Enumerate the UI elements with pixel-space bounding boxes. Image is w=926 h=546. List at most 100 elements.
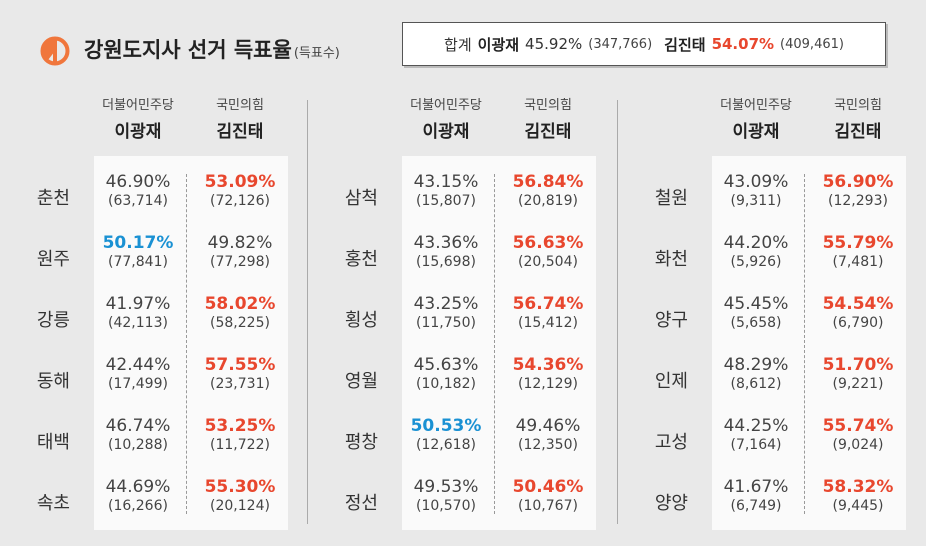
result-row: 양구 45.45% (5,658) 54.54% (6,790)	[618, 286, 918, 346]
city-name: 철원	[654, 188, 688, 209]
vote-count: (77,298)	[210, 254, 270, 270]
vote-count: (9,024)	[832, 437, 884, 453]
vote-count: (9,445)	[832, 498, 884, 514]
result-row: 태백 46.74% (10,288) 53.25% (11,722)	[0, 408, 300, 468]
vote-percentage: 55.79%	[822, 233, 894, 253]
vote-count: (15,412)	[518, 315, 578, 331]
vote-count: (10,767)	[518, 498, 578, 514]
candidate2-result: 49.82% (77,298)	[190, 233, 290, 270]
city-name: 삼척	[344, 188, 378, 209]
summary-label: 합계	[444, 35, 472, 54]
candidate2-result: 54.54% (6,790)	[808, 294, 908, 331]
vote-percentage: 50.46%	[512, 477, 584, 497]
candidate1-result: 41.97% (42,113)	[88, 294, 188, 331]
result-row: 양양 41.67% (6,749) 58.32% (9,445)	[618, 469, 918, 529]
candidate1-result: 45.45% (5,658)	[706, 294, 806, 331]
candidate1-result: 43.36% (15,698)	[396, 233, 496, 270]
vote-percentage: 56.63%	[512, 233, 584, 253]
city-name: 태백	[36, 432, 70, 453]
vote-percentage: 57.55%	[204, 355, 276, 375]
candidate2-result: 55.30% (20,124)	[190, 477, 290, 514]
vote-percentage: 44.25%	[723, 416, 789, 436]
candidate2-result: 57.55% (23,731)	[190, 355, 290, 392]
city-name: 원주	[36, 249, 70, 270]
vote-count: (12,293)	[828, 193, 888, 209]
vote-percentage: 44.69%	[105, 477, 171, 497]
vote-count: (20,819)	[518, 193, 578, 209]
party-name: 국민의힘	[216, 98, 264, 113]
city-name: 홍천	[344, 249, 378, 270]
summary-candidate1-pct: 45.92%	[525, 35, 583, 53]
vote-count: (77,841)	[108, 254, 168, 270]
vote-percentage: 50.17%	[102, 233, 174, 253]
vote-count: (7,481)	[832, 254, 884, 270]
vote-count: (9,311)	[730, 193, 782, 209]
vote-percentage: 49.82%	[207, 233, 273, 253]
candidate1-result: 49.53% (10,570)	[396, 477, 496, 514]
city-name: 동해	[36, 371, 70, 392]
vote-count: (5,926)	[730, 254, 782, 270]
candidate2-result: 58.02% (58,225)	[190, 294, 290, 331]
vote-count: (12,350)	[518, 437, 578, 453]
vote-count: (23,731)	[210, 376, 270, 392]
city-name: 강릉	[36, 310, 70, 331]
vote-count: (6,790)	[832, 315, 884, 331]
summary-candidate2-count: (409,461)	[780, 36, 844, 52]
result-row: 화천 44.20% (5,926) 55.79% (7,481)	[618, 225, 918, 285]
vote-percentage: 41.97%	[105, 294, 171, 314]
candidate1-result: 44.20% (5,926)	[706, 233, 806, 270]
vote-percentage: 45.63%	[413, 355, 479, 375]
candidate1-result: 50.17% (77,841)	[88, 233, 188, 270]
candidate2-result: 50.46% (10,767)	[498, 477, 598, 514]
vote-count: (12,618)	[416, 437, 476, 453]
city-name: 고성	[654, 432, 688, 453]
result-row: 춘천 46.90% (63,714) 53.09% (72,126)	[0, 164, 300, 224]
column-header-1: 더불어민주당 이광재	[396, 94, 496, 142]
total-summary-box: 합계 이광재 45.92% (347,766) 김진태 54.07% (409,…	[402, 22, 886, 66]
result-row: 속초 44.69% (16,266) 55.30% (20,124)	[0, 469, 300, 529]
vote-count: (10,570)	[416, 498, 476, 514]
candidate1-result: 46.90% (63,714)	[88, 172, 188, 209]
vote-percentage: 49.53%	[413, 477, 479, 497]
candidate1-result: 45.63% (10,182)	[396, 355, 496, 392]
candidate2-result: 53.09% (72,126)	[190, 172, 290, 209]
city-name: 인제	[654, 371, 688, 392]
vote-percentage: 53.25%	[204, 416, 276, 436]
candidate1-result: 41.67% (6,749)	[706, 477, 806, 514]
city-name: 화천	[654, 249, 688, 270]
candidate2-result: 54.36% (12,129)	[498, 355, 598, 392]
candidate-name: 이광재	[422, 122, 470, 142]
vote-count: (16,266)	[108, 498, 168, 514]
summary-candidate1-name: 이광재	[477, 35, 520, 54]
result-row: 인제 48.29% (8,612) 51.70% (9,221)	[618, 347, 918, 407]
vote-percentage: 55.74%	[822, 416, 894, 436]
column-header-2: 국민의힘 김진태	[190, 94, 290, 142]
vote-count: (42,113)	[108, 315, 168, 331]
vote-count: (15,698)	[416, 254, 476, 270]
candidate2-result: 56.74% (15,412)	[498, 294, 598, 331]
vote-percentage: 49.46%	[515, 416, 581, 436]
city-name: 양양	[654, 493, 688, 514]
party-name: 더불어민주당	[720, 98, 792, 113]
city-name: 속초	[36, 493, 70, 514]
city-name: 횡성	[344, 310, 378, 331]
column-separator	[804, 174, 805, 514]
city-name: 영월	[344, 371, 378, 392]
candidate1-result: 43.15% (15,807)	[396, 172, 496, 209]
candidate2-result: 55.74% (9,024)	[808, 416, 908, 453]
vote-percentage: 42.44%	[105, 355, 171, 375]
result-row: 홍천 43.36% (15,698) 56.63% (20,504)	[308, 225, 608, 285]
results-section: 더불어민주당 이광재 국민의힘 김진태 삼척 43.15% (15,807) 56.84% (2…	[308, 88, 608, 540]
candidate1-result: 46.74% (10,288)	[88, 416, 188, 453]
page-title: 강원도지사 선거 득표율 (득표수)	[84, 34, 340, 64]
vote-count: (17,499)	[108, 376, 168, 392]
vote-percentage: 43.25%	[413, 294, 479, 314]
vote-percentage: 48.29%	[723, 355, 789, 375]
candidate-name: 김진태	[834, 122, 882, 142]
candidate-name: 이광재	[732, 122, 780, 142]
vote-count: (15,807)	[416, 193, 476, 209]
candidate2-result: 56.84% (20,819)	[498, 172, 598, 209]
vote-count: (63,714)	[108, 193, 168, 209]
summary-candidate2-name: 김진태	[664, 35, 706, 54]
vote-count: (12,129)	[518, 376, 578, 392]
